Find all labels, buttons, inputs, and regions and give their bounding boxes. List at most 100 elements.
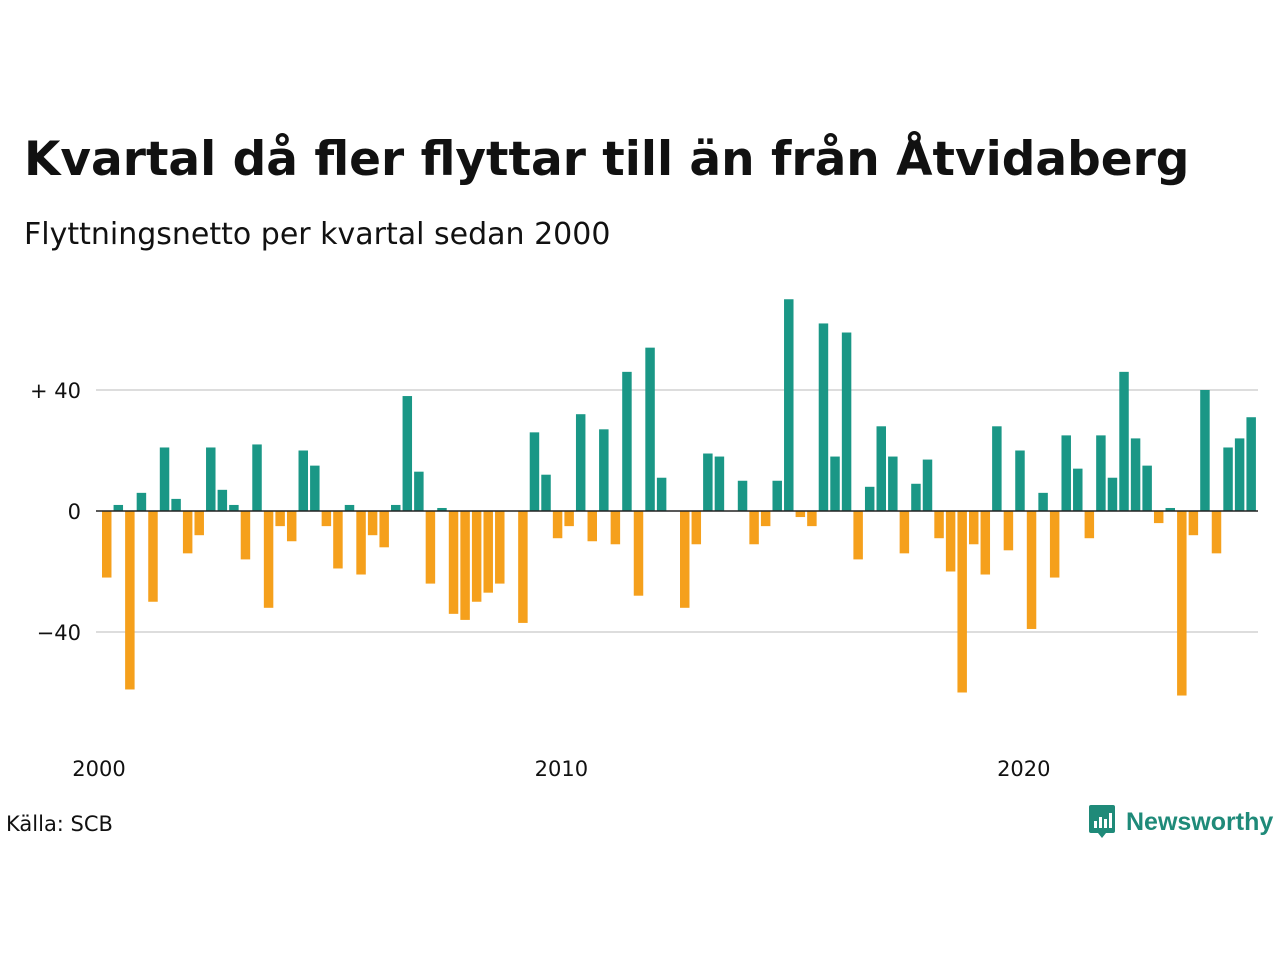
source-label: Källa: SCB	[6, 812, 113, 836]
bar	[714, 456, 725, 511]
bar	[460, 511, 470, 620]
bar	[760, 511, 771, 527]
bar	[587, 511, 597, 542]
bar	[1107, 477, 1118, 511]
bar	[1165, 507, 1175, 511]
bar	[610, 511, 621, 545]
bar	[483, 511, 493, 593]
bar	[321, 511, 332, 527]
bar	[344, 504, 355, 511]
bar	[263, 511, 274, 608]
bar	[1026, 511, 1037, 629]
bar	[645, 347, 655, 511]
bar	[1153, 511, 1164, 524]
bar	[691, 511, 702, 545]
axes: + 40 0 −40 2000 2010 2020	[30, 379, 1258, 781]
bar	[1130, 438, 1141, 511]
bar	[818, 323, 829, 511]
bar	[125, 511, 135, 690]
bar	[229, 504, 239, 511]
bar	[934, 511, 944, 539]
bar	[922, 459, 933, 511]
bar	[182, 511, 193, 554]
bar	[367, 511, 378, 536]
bar	[113, 504, 124, 511]
bar	[425, 511, 436, 584]
newsworthy-logo-icon	[1089, 805, 1115, 838]
grid-lines	[96, 389, 1258, 633]
bar	[414, 471, 424, 511]
chart-subtitle: Flyttningsnetto per kvartal sedan 2000	[24, 217, 611, 252]
bar	[737, 480, 748, 511]
bar	[957, 511, 967, 693]
x-tick-label: 2010	[535, 757, 588, 781]
bar	[599, 429, 609, 511]
brand-name: Newsworthy	[1126, 807, 1274, 836]
bar	[1234, 438, 1245, 511]
bar	[1200, 390, 1210, 511]
bar	[240, 511, 251, 560]
bar	[749, 511, 759, 545]
bar	[171, 498, 181, 511]
bar	[772, 480, 782, 511]
bar	[391, 504, 401, 511]
bar	[622, 371, 632, 511]
y-tick-label: −40	[37, 621, 81, 645]
bar	[888, 456, 898, 511]
bar	[575, 414, 586, 511]
bar	[1061, 435, 1071, 512]
bar	[911, 483, 921, 511]
bar	[552, 511, 563, 539]
bar	[945, 511, 956, 572]
bar	[841, 332, 852, 511]
bar	[148, 511, 158, 602]
bar	[206, 447, 216, 511]
bar	[703, 453, 713, 511]
bar	[1038, 492, 1048, 511]
bar	[980, 511, 991, 575]
chart-title: Kvartal då fler flyttar till än från Åtv…	[24, 132, 1190, 187]
bar	[795, 511, 806, 518]
bar	[807, 511, 817, 527]
bar	[1073, 468, 1083, 511]
bar	[529, 432, 540, 511]
bar	[541, 474, 551, 511]
bar	[252, 444, 262, 511]
bar	[853, 511, 863, 560]
bar	[518, 511, 528, 623]
bar	[286, 511, 297, 542]
bar	[864, 486, 875, 511]
bar	[298, 450, 308, 511]
bar-chart: + 40 0 −40 2000 2010 2020	[30, 299, 1258, 781]
newsworthy-brand[interactable]: Newsworthy	[1088, 803, 1273, 841]
bar	[1015, 450, 1025, 511]
bar	[102, 511, 112, 578]
bar	[333, 511, 343, 569]
bar	[969, 511, 979, 545]
bar	[310, 465, 320, 512]
bar	[159, 447, 170, 511]
bar	[495, 511, 505, 584]
bar	[1142, 465, 1152, 512]
bar	[356, 511, 366, 575]
bar	[194, 511, 204, 536]
bar	[830, 456, 840, 511]
bar	[402, 396, 413, 511]
bar	[633, 511, 644, 596]
bar	[448, 511, 459, 614]
bar	[564, 511, 574, 527]
bar	[217, 489, 228, 511]
bar	[136, 492, 147, 511]
bar	[1003, 511, 1014, 551]
bar	[680, 511, 690, 608]
bar	[1223, 447, 1233, 511]
bar	[1246, 417, 1256, 511]
bar	[899, 511, 910, 554]
bar	[379, 511, 389, 548]
bar	[1096, 435, 1106, 512]
bar	[275, 511, 285, 527]
bar	[1211, 511, 1222, 554]
bar	[437, 507, 447, 511]
x-tick-label: 2000	[72, 757, 125, 781]
bar	[1188, 511, 1199, 536]
